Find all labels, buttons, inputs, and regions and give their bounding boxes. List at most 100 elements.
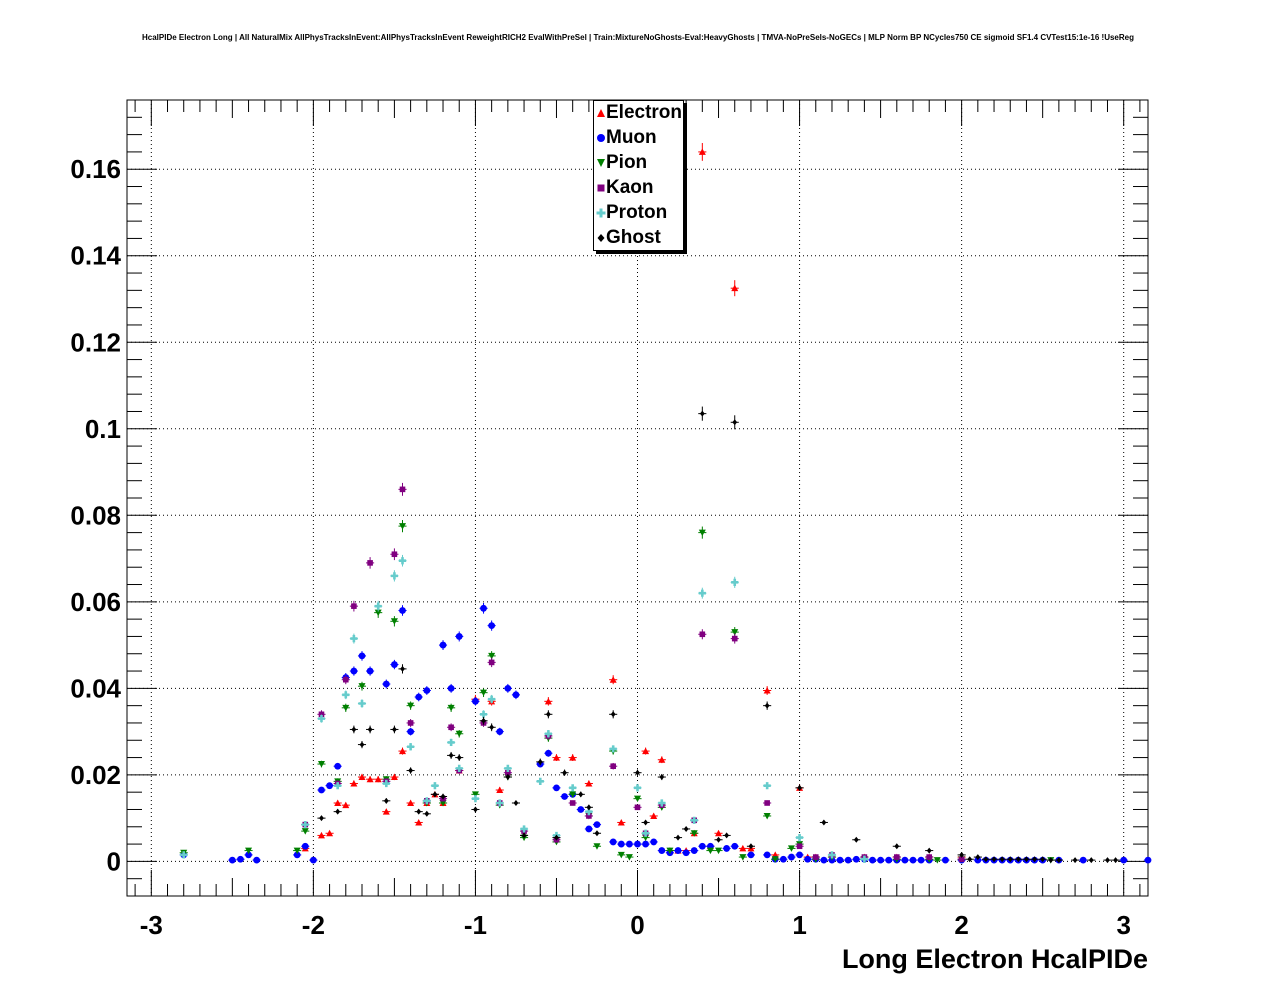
data-point-pion (771, 856, 780, 863)
data-points (179, 143, 1152, 864)
data-point-kaon (487, 657, 496, 668)
data-point-muon (228, 856, 237, 864)
data-point-ghost (333, 808, 342, 815)
y-tick-label: 0.1 (85, 414, 121, 444)
data-point-muon (479, 602, 488, 614)
data-point-muon (900, 856, 909, 864)
data-point-muon (487, 620, 496, 631)
data-point-muon (690, 847, 699, 854)
data-point-muon (333, 762, 342, 770)
data-point-muon (552, 784, 561, 792)
data-point-kaon (925, 854, 934, 860)
y-tick-label: 0.12 (70, 327, 121, 357)
data-point-muon (422, 686, 431, 695)
axis-ticks (127, 100, 1148, 897)
data-point-muon (592, 821, 602, 829)
data-point-proton (795, 833, 804, 842)
legend-item-proton: Proton (594, 201, 683, 226)
x-axis-label: Long Electron HcalPIDe (841, 944, 1148, 974)
data-point-ghost (479, 716, 488, 725)
data-point-kaon (811, 854, 820, 860)
data-point-electron (568, 754, 577, 761)
data-point-kaon (763, 800, 772, 806)
data-point-kaon (366, 557, 375, 569)
data-point-muon (795, 851, 804, 859)
data-point-proton (827, 851, 837, 859)
data-point-proton (301, 821, 310, 829)
data-point-muon (584, 825, 593, 833)
data-point-muon (722, 845, 731, 852)
data-point-muon (511, 690, 521, 700)
data-point-muon (682, 849, 691, 857)
data-point-muon (309, 856, 318, 864)
data-point-pion (244, 847, 253, 855)
data-point-proton (730, 576, 739, 588)
data-point-ghost (1087, 857, 1096, 864)
data-point-electron (641, 747, 650, 755)
data-point-muon (844, 856, 853, 864)
data-point-ghost (673, 834, 683, 841)
data-point-muon (617, 840, 626, 848)
data-point-pion (341, 703, 350, 712)
data-point-ghost (503, 773, 512, 781)
data-point-proton (536, 777, 545, 785)
data-point-pion (390, 616, 399, 627)
data-point-pion (763, 812, 772, 820)
data-point-muon (698, 842, 707, 850)
legend-item-electron: Electron (594, 101, 683, 126)
data-point-muon (917, 856, 926, 864)
data-point-ghost (714, 836, 723, 843)
data-point-electron (495, 786, 504, 794)
data-point-pion (690, 830, 699, 837)
data-point-proton (430, 782, 439, 790)
data-point-ghost (998, 856, 1007, 863)
data-point-pion (738, 854, 747, 861)
data-point-proton (374, 600, 383, 612)
data-point-electron (390, 773, 399, 781)
data-point-ghost (455, 754, 464, 761)
data-point-muon (609, 838, 618, 846)
data-point-ghost (763, 701, 772, 710)
chart-title: HcalPIDe Electron Long | All NaturalMix … (142, 33, 1134, 42)
data-point-ghost (536, 758, 545, 766)
circle-icon (597, 134, 605, 142)
data-point-pion (447, 703, 456, 712)
data-point-pion (568, 791, 577, 798)
legend: Electron Muon Pion Kaon Proton Ghost (593, 100, 684, 251)
data-point-electron (406, 799, 415, 806)
data-point-muon (560, 793, 569, 800)
y-tick-label: 0.06 (70, 587, 121, 617)
data-point-ghost (730, 415, 739, 430)
data-point-proton (568, 784, 577, 792)
data-point-electron (341, 801, 350, 809)
data-point-ghost (430, 791, 439, 798)
data-point-muon (349, 666, 358, 676)
data-point-proton (860, 855, 869, 863)
data-point-pion (641, 834, 650, 842)
data-point-muon (406, 727, 415, 736)
data-point-electron (398, 747, 407, 755)
data-point-proton (317, 714, 326, 723)
data-point-proton (349, 633, 358, 644)
diamond-icon (597, 234, 605, 242)
data-point-electron (730, 280, 739, 297)
data-point-ghost (1014, 856, 1023, 863)
data-point-pion (398, 519, 407, 533)
data-point-ghost (722, 832, 731, 839)
data-point-ghost (317, 815, 326, 822)
y-tick-label: 0.08 (70, 500, 121, 530)
data-point-ghost (892, 843, 901, 850)
data-point-muon (390, 659, 399, 670)
data-point-ghost (957, 851, 966, 858)
data-point-ghost (657, 773, 666, 781)
data-point-proton (422, 797, 431, 805)
data-point-electron (325, 829, 334, 837)
data-point-muon (819, 856, 828, 864)
data-point-ghost (965, 856, 974, 863)
data-point-pion (592, 843, 602, 850)
data-point-muon (544, 749, 553, 757)
data-point-electron (714, 829, 723, 837)
data-point-proton (357, 699, 367, 708)
y-tick-label: 0 (107, 846, 121, 876)
data-point-ghost (973, 854, 982, 861)
